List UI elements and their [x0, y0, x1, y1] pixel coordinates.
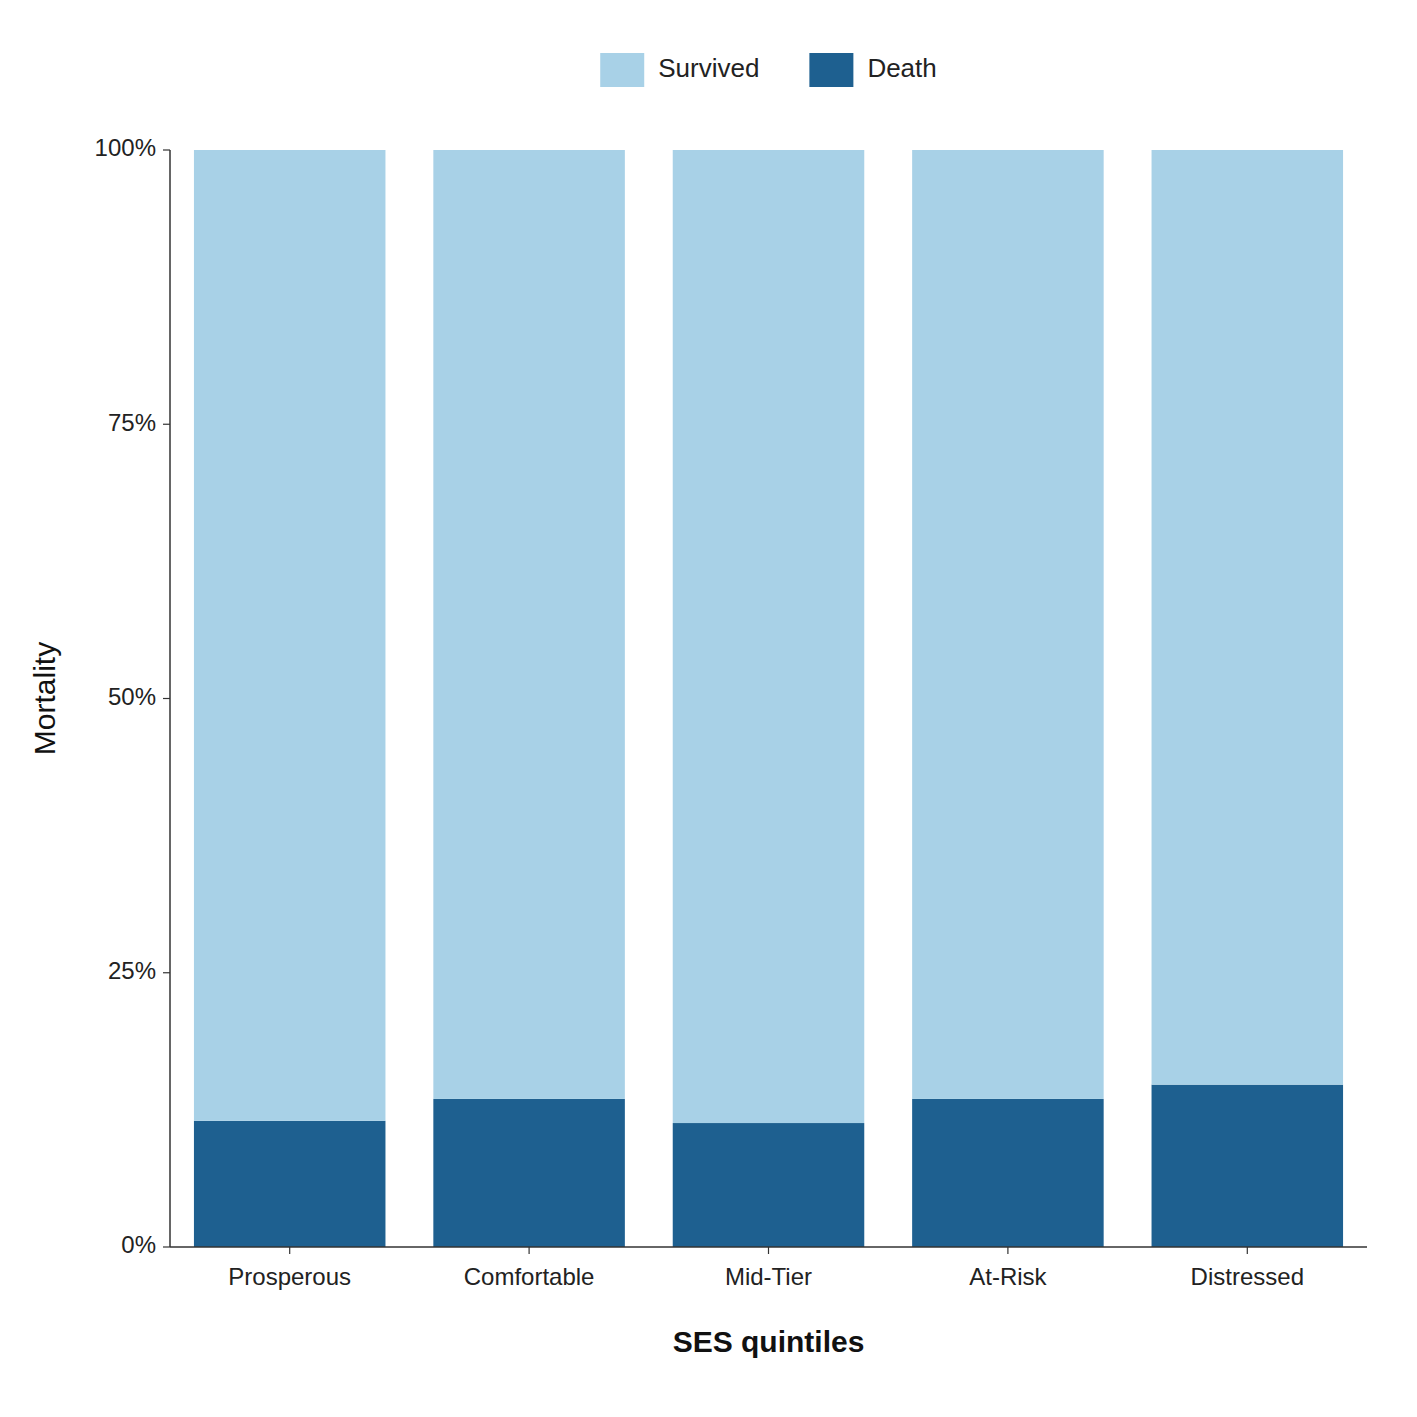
y-axis-label: Mortality [28, 642, 61, 755]
y-tick-label: 100% [95, 134, 156, 161]
chart-svg: 0% 25% 50% 75% 100% Prosperous Comfortable Mid-… [0, 0, 1417, 1417]
x-axis-label: SES quintiles [673, 1325, 865, 1358]
legend: Survived Death [600, 53, 937, 87]
bar [912, 1099, 1104, 1247]
bar [673, 150, 865, 1123]
x-tick-label: At-Risk [969, 1263, 1047, 1290]
x-tick [1007, 1247, 1008, 1254]
x-tick-label: Distressed [1191, 1263, 1304, 1290]
x-tick-label: Mid-Tier [725, 1263, 812, 1290]
x-tick [289, 1247, 290, 1254]
y-tick [163, 424, 170, 425]
y-tick [163, 972, 170, 973]
bar [673, 1123, 865, 1247]
bar [912, 150, 1104, 1099]
x-tick [1247, 1247, 1248, 1254]
y-tick [163, 149, 170, 150]
bar [194, 150, 386, 1121]
y-tick [163, 698, 170, 699]
x-tick-label: Comfortable [464, 1263, 595, 1290]
axes: 0% 25% 50% 75% 100% Prosperous Comfortable Mid-… [95, 134, 1367, 1290]
bar [433, 1099, 625, 1247]
y-tick-label: 50% [108, 683, 156, 710]
y-tick-label: 0% [121, 1231, 156, 1258]
x-tick-label: Prosperous [228, 1263, 351, 1290]
bar-series [194, 150, 1343, 1123]
legend-item: Survived [600, 53, 759, 87]
y-tick [163, 1246, 170, 1247]
legend-swatch [809, 53, 853, 87]
legend-swatch [600, 53, 644, 87]
legend-label: Survived [658, 53, 759, 83]
legend-item: Death [809, 53, 936, 87]
bar [194, 1121, 386, 1247]
bar [1152, 150, 1344, 1085]
bar [433, 150, 625, 1099]
x-tick [528, 1247, 529, 1254]
y-tick-label: 25% [108, 957, 156, 984]
y-tick-label: 75% [108, 409, 156, 436]
bars [194, 150, 1343, 1247]
bar [1152, 1085, 1344, 1247]
chart-container: 0% 25% 50% 75% 100% Prosperous Comfortable Mid-… [0, 0, 1417, 1417]
x-tick [768, 1247, 769, 1254]
legend-label: Death [867, 53, 936, 83]
